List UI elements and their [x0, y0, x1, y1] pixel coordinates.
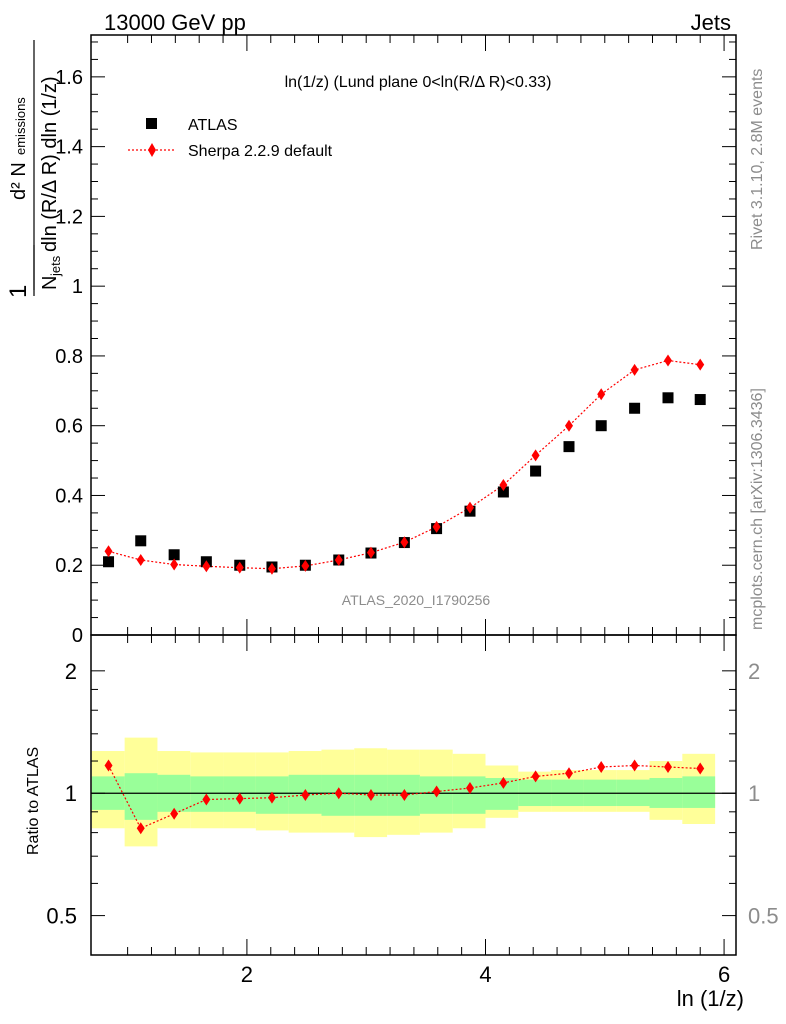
sherpa-ratio-point — [531, 770, 540, 783]
y-label-denominator-sub: jets — [48, 255, 63, 277]
sherpa-ratio-point — [597, 761, 606, 774]
atlas-point — [103, 556, 115, 568]
ratio-y-tick-label: 0.5 — [46, 904, 77, 929]
sherpa-ratio-point — [465, 781, 474, 794]
sherpa-ratio-point — [696, 762, 705, 775]
ratio-band-bin — [682, 776, 716, 808]
analysis-watermark: ATLAS_2020_I1790256 — [342, 592, 491, 608]
main-plot-content — [103, 354, 706, 575]
x-axis-label: ln (1/z) — [677, 986, 744, 1011]
atlas-point — [563, 441, 575, 453]
sherpa-point — [366, 546, 375, 559]
ratio-y-axis-label: Ratio to ATLAS — [25, 747, 42, 855]
sherpa-point — [334, 554, 343, 566]
sherpa-point — [696, 358, 705, 371]
atlas-point — [694, 394, 706, 406]
atlas-point — [530, 465, 542, 477]
main-y-tick-label: 0.8 — [55, 346, 83, 368]
atlas-point — [135, 535, 147, 547]
ratio-y-tick-label: 2 — [65, 659, 77, 684]
legend-sherpa-label: Sherpa 2.2.9 default — [188, 143, 333, 160]
y-label-denominator-rest: dln (R/Δ R) dln (1/z) — [39, 76, 61, 252]
sherpa-point — [531, 449, 540, 462]
ratio-y-tick-label-right: 0.5 — [748, 904, 779, 929]
ratio-y-tick-label-right: 2 — [748, 659, 760, 684]
ratio-y-tick-label: 1 — [65, 781, 77, 806]
sherpa-point — [136, 554, 145, 566]
ratio-band-bin — [124, 773, 158, 820]
sherpa-point — [235, 561, 244, 574]
process-label: Jets — [691, 10, 731, 35]
sherpa-ratio-point — [334, 787, 343, 800]
y-label-one: 1 — [5, 285, 32, 298]
sherpa-ratio-point — [235, 792, 244, 805]
sherpa-point — [465, 501, 474, 514]
main-y-tick-label: 0.2 — [55, 555, 83, 577]
sherpa-point — [170, 558, 179, 571]
sherpa-point — [564, 419, 573, 432]
atlas-point — [662, 392, 674, 404]
sherpa-ratio-point — [366, 788, 375, 801]
ratio-plot-content — [91, 737, 736, 847]
legend-atlas-marker — [146, 118, 157, 129]
main-y-tick-label: 1.6 — [55, 67, 83, 89]
sherpa-ratio-point — [104, 759, 113, 772]
y-label-denominator: N — [39, 276, 61, 290]
x-tick-label: 4 — [479, 962, 491, 987]
plot-title: ln(1/z) (Lund plane 0<ln(R/Δ R)<0.33) — [285, 74, 552, 91]
ratio-y-tick-label-right: 1 — [748, 781, 760, 806]
sherpa-ratio-point — [301, 788, 310, 801]
rivet-version-label: Rivet 3.1.10, 2.8M events — [749, 69, 766, 250]
main-y-tick-label: 0 — [72, 625, 83, 647]
y-label-numerator: d² N — [8, 162, 30, 200]
sherpa-point — [432, 520, 441, 533]
sherpa-ratio-point — [630, 759, 639, 772]
sherpa-point — [301, 559, 310, 572]
ratio-axes: 0.5 0.5 1 1 2 2 2 4 6 — [46, 635, 779, 987]
sherpa-ratio-point — [267, 791, 276, 804]
sherpa-point — [400, 536, 409, 549]
legend-sherpa-marker — [148, 143, 156, 157]
ratio-band-bin — [452, 776, 486, 814]
main-y-tick-label: 1 — [72, 276, 83, 298]
sherpa-point — [630, 363, 639, 376]
sherpa-ratio-point — [432, 785, 441, 798]
sherpa-point — [267, 562, 276, 575]
main-y-tick-label: 0.6 — [55, 416, 83, 438]
sherpa-point — [664, 354, 673, 367]
main-y-axis-label: 1 d² N emissions N jets dln (R/Δ R) dln … — [5, 40, 63, 298]
main-y-tick-label: 0.4 — [55, 485, 83, 507]
sherpa-ratio-point — [400, 788, 409, 801]
x-tick-label: 6 — [718, 962, 730, 987]
sherpa-point — [104, 545, 113, 558]
sherpa-ratio-point — [664, 761, 673, 774]
sherpa-ratio-point — [136, 822, 145, 835]
sherpa-ratio-point — [202, 793, 211, 806]
main-y-tick-label: 1.2 — [55, 206, 83, 228]
main-axes: 0 0.2 0.4 0.6 0.8 1 1.2 1.4 1.6 — [55, 35, 736, 647]
atlas-point — [497, 486, 509, 498]
legend-atlas-label: ATLAS — [188, 117, 238, 134]
legend: ATLAS Sherpa 2.2.9 default — [128, 117, 333, 160]
sherpa-point — [597, 388, 606, 401]
sherpa-ratio-point — [564, 767, 573, 780]
ratio-panel: 0.5 0.5 1 1 2 2 2 4 6 Ratio to ATLAS ln (1/z) — [25, 634, 779, 1011]
main-y-tick-label: 1.4 — [55, 137, 83, 159]
atlas-point — [629, 402, 641, 414]
main-panel: 0 0.2 0.4 0.6 0.8 1 1.2 1.4 1.6 ln(1/z) (Lund pl… — [5, 34, 737, 647]
x-tick-label: 2 — [241, 962, 253, 987]
mcplots-label: mcplots.cern.ch [arXiv:1306.3436] — [749, 388, 766, 630]
energy-label: 13000 GeV pp — [104, 10, 246, 35]
atlas-point — [168, 549, 180, 561]
y-label-numerator-sub: emissions — [13, 97, 28, 155]
sherpa-ratio-point — [170, 807, 179, 820]
sherpa-point — [202, 560, 211, 573]
sherpa-ratio-point — [499, 776, 508, 789]
atlas-point — [595, 420, 607, 432]
sherpa-point — [499, 479, 508, 491]
